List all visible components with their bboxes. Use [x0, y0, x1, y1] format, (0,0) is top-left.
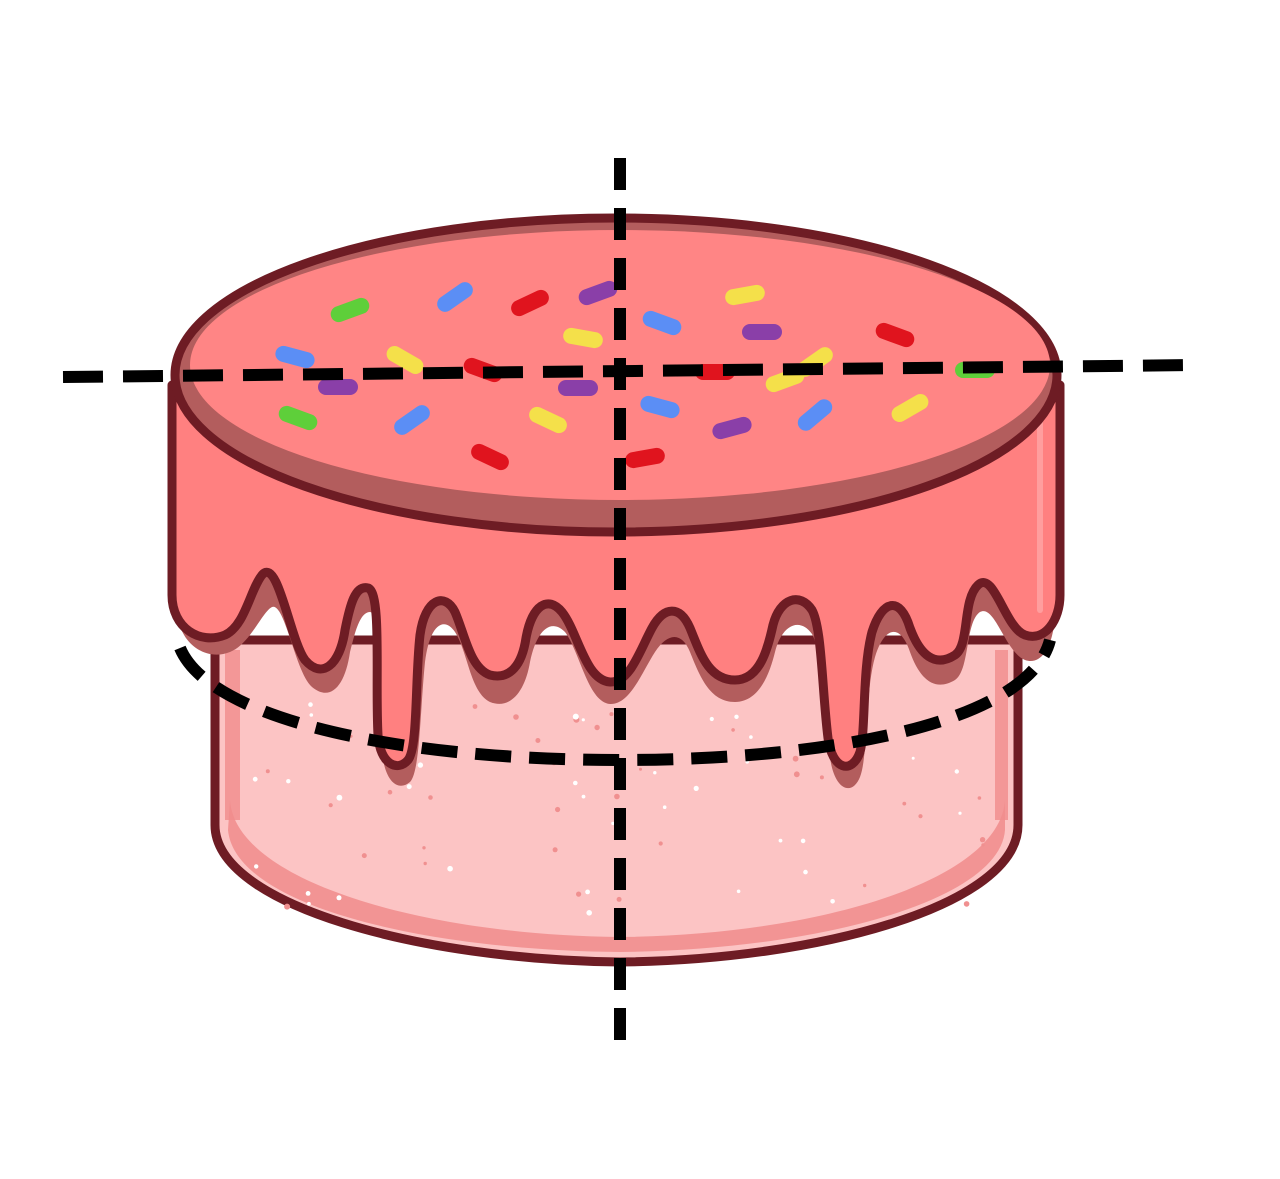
sprinkle [797, 399, 833, 431]
speckle [252, 776, 258, 782]
sprinkle [578, 280, 618, 306]
sprinkle [529, 406, 567, 434]
speckle [513, 714, 519, 720]
speckle [611, 821, 615, 826]
speckle [305, 891, 311, 896]
speckle [902, 801, 907, 806]
speckle [977, 796, 982, 800]
speckle [307, 901, 311, 906]
speckle [963, 901, 970, 907]
speckle [734, 714, 739, 719]
speckle [609, 712, 614, 717]
speckle [954, 769, 959, 774]
sprinkle [563, 327, 603, 349]
sprinkle [275, 345, 315, 369]
speckle [736, 889, 741, 894]
speckle [576, 891, 582, 897]
sprinkle [725, 284, 765, 306]
speckle [918, 814, 923, 819]
speckle [911, 756, 915, 760]
sprinkle [875, 322, 915, 348]
speckle [552, 847, 558, 853]
sprinkle [437, 282, 473, 312]
sprinkle [278, 405, 318, 431]
speckle [309, 713, 314, 717]
speckle [447, 865, 453, 872]
speckle [800, 838, 806, 844]
sprinkle [891, 394, 929, 422]
speckle [979, 837, 986, 843]
sprinkle [640, 395, 680, 419]
speckle [693, 785, 699, 792]
speckle [830, 899, 835, 904]
speckle [658, 841, 663, 846]
sprinkle [712, 416, 752, 440]
speckle [581, 718, 585, 722]
sprinkle [625, 447, 665, 469]
sprinkle [471, 443, 509, 471]
speckle [585, 889, 590, 895]
speckle [308, 702, 313, 707]
speckle [265, 769, 270, 774]
sprinkle [642, 310, 682, 336]
speckle [819, 775, 824, 780]
speckle [709, 716, 714, 722]
sprinkle [386, 346, 424, 374]
speckle [793, 771, 800, 778]
sprinkle [330, 297, 370, 323]
speckle [284, 903, 291, 910]
horizontal-cut-line [62, 359, 1201, 383]
speckle [778, 838, 783, 843]
side-ellipse-cut-line [174, 638, 1056, 767]
speckle [423, 861, 427, 866]
speckle [792, 755, 799, 762]
speckle [428, 795, 433, 800]
speckle [328, 803, 333, 808]
speckle [863, 883, 867, 888]
speckle [731, 728, 735, 732]
speckle [535, 738, 541, 743]
speckle [614, 793, 620, 800]
speckle [981, 843, 985, 847]
speckle [572, 713, 579, 720]
sprinkle [511, 289, 549, 317]
speckle [336, 895, 342, 901]
speckle [958, 811, 962, 815]
speckle [616, 896, 622, 902]
speckle [422, 846, 426, 850]
speckle [586, 910, 592, 916]
cut-lines [62, 158, 1201, 1040]
speckle [581, 794, 586, 799]
speckle [387, 789, 393, 795]
speckle [286, 779, 291, 784]
sprinkle [558, 380, 598, 396]
speckle [361, 853, 367, 859]
sprinkle [742, 324, 782, 340]
speckle [472, 704, 478, 709]
speckle [639, 767, 642, 771]
speckle [406, 784, 412, 790]
speckle [573, 780, 578, 786]
speckle [662, 805, 667, 809]
speckle [803, 869, 808, 875]
sprinkle [318, 379, 358, 395]
speckle [594, 724, 600, 731]
speckle [555, 806, 561, 813]
speckle [653, 771, 657, 775]
speckle [336, 794, 343, 801]
speckle [254, 864, 259, 869]
speckle [749, 735, 753, 739]
sprinkle [394, 405, 430, 435]
speckle [417, 762, 424, 768]
